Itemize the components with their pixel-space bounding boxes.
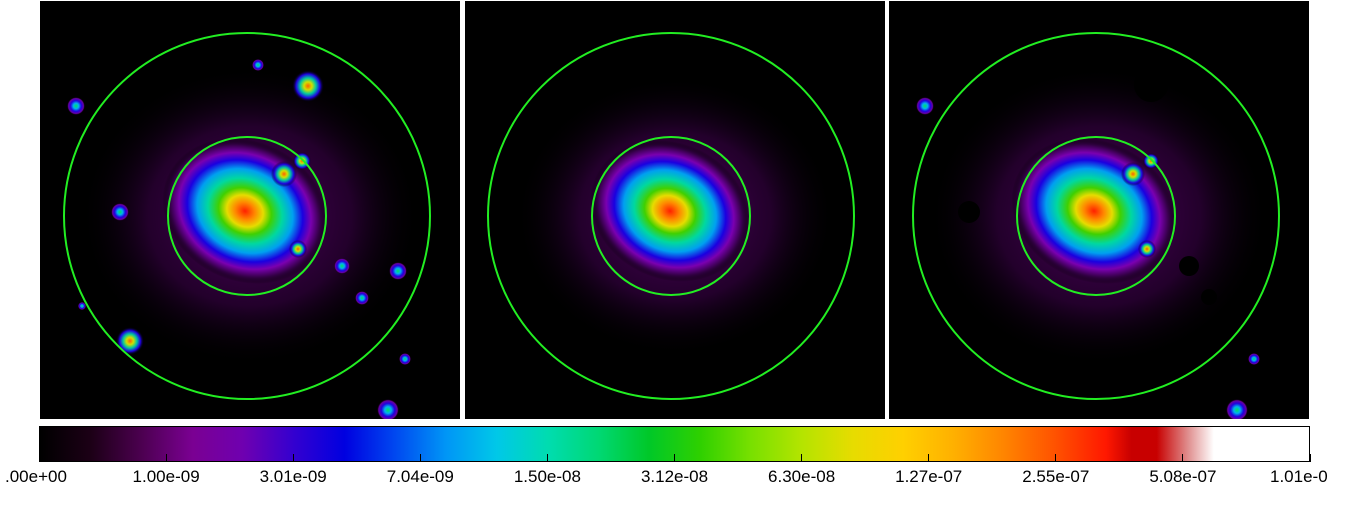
galaxy-image-right	[912, 32, 1280, 419]
point-source	[116, 327, 144, 355]
colorbar-tick	[1182, 454, 1184, 462]
galaxy-image-middle	[487, 32, 855, 400]
point-source	[1143, 153, 1159, 169]
inner-region-circle	[1016, 136, 1176, 296]
masked-region	[964, 321, 996, 353]
masked-region	[1201, 289, 1217, 305]
masked-region	[1134, 68, 1168, 102]
colorbar-tick	[928, 454, 930, 462]
colorbar-tick	[38, 454, 40, 462]
panel-right	[889, 1, 1309, 419]
colorbar-tick-label: 6.30e-08	[768, 467, 836, 486]
panel-left	[40, 1, 460, 419]
masked-region	[1179, 256, 1199, 276]
outer-region-circle	[63, 32, 431, 400]
point-source	[111, 203, 129, 221]
outer-region-circle	[487, 32, 855, 400]
point-source	[377, 399, 399, 419]
colorbar-tick-label: 1.27e-07	[895, 467, 963, 486]
point-source	[355, 291, 369, 305]
colorbar-tick	[1309, 454, 1311, 462]
masked-region	[958, 201, 980, 223]
outer-region-circle	[912, 32, 1280, 400]
point-source	[1138, 240, 1156, 258]
inner-region-circle	[591, 136, 751, 296]
point-source	[1226, 399, 1248, 419]
colorbar-tick	[1055, 454, 1057, 462]
colorbar-tick-label: .00e+00	[5, 467, 67, 486]
point-source	[399, 353, 411, 365]
inner-region-circle	[167, 136, 327, 296]
colorbar-tick	[546, 454, 548, 462]
colorbar-tick-label: 1.50e-08	[513, 467, 581, 486]
colorbar-tick	[292, 454, 294, 462]
panel-middle	[465, 1, 885, 419]
colorbar-tick	[674, 454, 675, 462]
point-source	[289, 240, 307, 258]
colorbar-tick-label: 5.08e-07	[1149, 467, 1217, 486]
point-source	[292, 70, 324, 102]
colorbar-tick-label: 1.01e-0	[1270, 467, 1328, 486]
point-source	[916, 97, 934, 115]
point-source	[334, 258, 350, 274]
point-source	[271, 161, 297, 187]
galaxy-image-left	[63, 32, 431, 419]
colorbar-tick-label: 1.00e-09	[132, 467, 200, 486]
colorbar-tick-label: 2.55e-07	[1022, 467, 1090, 486]
colorbar-tick	[801, 454, 803, 462]
point-source	[389, 262, 407, 280]
point-source	[1248, 353, 1260, 365]
colorbar-tick-label: 3.12e-08	[640, 467, 709, 486]
colorbar-tick	[165, 454, 167, 462]
point-source	[78, 302, 86, 310]
colorbar-tick	[419, 454, 421, 462]
point-source	[252, 59, 264, 71]
colorbar-tick-label: 3.01e-09	[259, 467, 327, 486]
colorbar-tick-label: 7.04e-09	[386, 467, 454, 486]
point-source	[1121, 162, 1145, 186]
point-source	[67, 97, 85, 115]
galaxy-core	[590, 140, 750, 282]
